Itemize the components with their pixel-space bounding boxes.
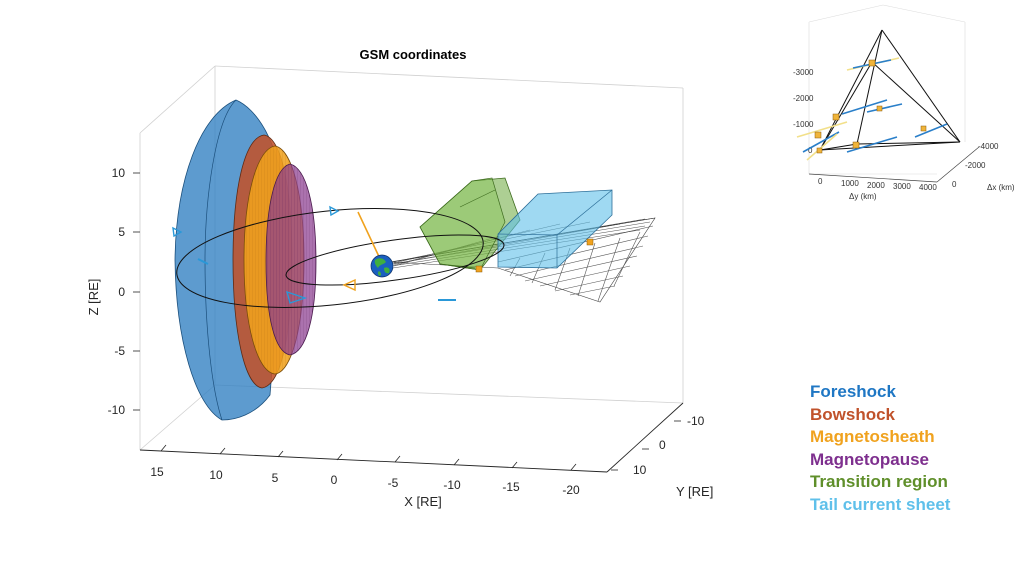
inset-dx-tick: -4000	[978, 142, 999, 151]
y-tick-label: 10	[633, 463, 647, 477]
inset-dy-label: Δy (km)	[849, 192, 877, 201]
legend-item-bowshock: Bowshock	[810, 404, 896, 424]
spacecraft-tetrahedron-inset: -3000 -2000 -1000 0 0 1000 2000 3000 400…	[793, 4, 1015, 201]
z-axis-label: Z [RE]	[86, 279, 101, 316]
x-tick-label: -20	[562, 483, 580, 497]
orbit-markers	[172, 205, 594, 304]
inset-axes	[808, 146, 980, 183]
z-tick-label: 10	[112, 166, 126, 180]
y-tick-label: 0	[659, 438, 666, 452]
x-tick-label: 10	[209, 468, 223, 482]
x-tick-marks	[160, 444, 577, 471]
y-tick-marks	[611, 420, 681, 471]
inset-dx-tick: -2000	[965, 161, 986, 170]
axes-lines	[139, 402, 684, 473]
inset-z-tick: -3000	[793, 68, 814, 77]
inset-dy-tick: 1000	[841, 179, 859, 188]
legend-item-magnetopause: Magnetopause	[810, 449, 930, 469]
earth-icon	[370, 254, 394, 278]
legend-item-magnetosheath: Magnetosheath	[810, 427, 935, 446]
plot-title: GSM coordinates	[360, 47, 467, 62]
region-legend: Foreshock Bowshock Magnetosheath Magneto…	[810, 381, 950, 516]
y-tick-label: -10	[687, 414, 705, 428]
z-tick-label: -5	[114, 344, 125, 358]
inset-dy-tick: 4000	[919, 183, 937, 192]
y-axis-label: Y [RE]	[676, 484, 713, 499]
x-tick-label: -5	[388, 476, 399, 490]
inset-z-tick: -1000	[793, 120, 814, 129]
inset-dy-tick: 2000	[867, 181, 885, 190]
inset-z-tick: -2000	[793, 94, 814, 103]
x-axis-label: X [RE]	[404, 494, 442, 509]
z-tick-label: 5	[118, 225, 125, 239]
inset-dx-tick: 0	[952, 180, 957, 189]
tetrahedron-edges	[819, 29, 961, 151]
legend-item-transition-region: Transition region	[810, 472, 948, 491]
inset-box	[808, 4, 966, 175]
spacecraft-orbits	[176, 208, 505, 308]
x-tick-label: 5	[272, 471, 279, 485]
legend-item-foreshock: Foreshock	[810, 382, 896, 401]
x-tick-label: -15	[502, 480, 520, 494]
inset-dy-tick: 0	[818, 177, 823, 186]
tetrahedron-nodes	[814, 59, 927, 154]
z-tick-label: -10	[108, 403, 126, 417]
tail-current-sheet-box	[497, 189, 613, 269]
inset-dx-label: Δx (km)	[987, 183, 1015, 192]
x-tick-label: -10	[443, 478, 461, 492]
orange-connector	[357, 211, 383, 264]
x-tick-label: 15	[150, 465, 164, 479]
z-tick-label: 0	[118, 285, 125, 299]
z-tick-marks	[133, 172, 140, 411]
gsm-3d-plot: 10 5 0 -5 -10 Z [RE] 15 10 5 0 -5 -10 -1…	[86, 47, 713, 509]
legend-item-tail-current-sheet: Tail current sheet	[810, 494, 951, 514]
inset-dy-tick: 3000	[893, 182, 911, 191]
x-tick-label: 0	[331, 473, 338, 487]
inset-z-tick: 0	[808, 146, 813, 155]
